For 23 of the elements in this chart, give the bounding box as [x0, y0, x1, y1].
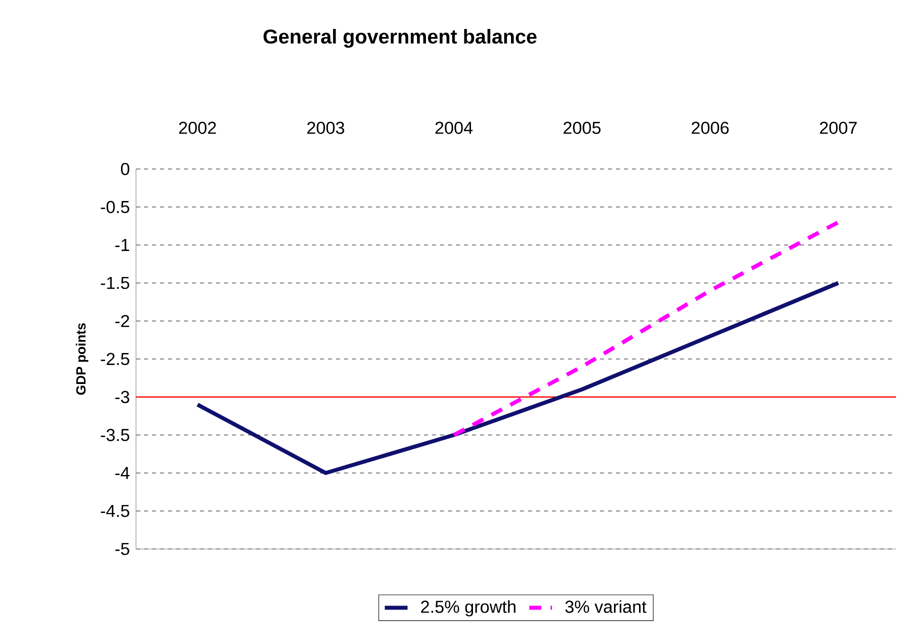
- line-series: [452, 220, 840, 437]
- y-tick-label: -2.5: [100, 352, 130, 366]
- y-tick-label: -3: [115, 390, 130, 404]
- y-tick-label: -5: [115, 542, 130, 556]
- y-tick-label: -4.5: [100, 504, 130, 518]
- x-tick-label: 2002: [179, 122, 216, 134]
- y-tick-label: -4: [115, 467, 130, 479]
- y-tick-label: -1: [115, 239, 130, 251]
- x-tick-label: 2005: [564, 122, 601, 134]
- x-tick-label: 2004: [435, 122, 473, 134]
- y-tick-label: -1.5: [100, 276, 130, 290]
- y-tick-label: -0.5: [100, 200, 130, 214]
- x-tick-label: 2006: [692, 122, 729, 134]
- line-series: [196, 281, 840, 476]
- y-tick-label: -3.5: [100, 428, 130, 442]
- legend-label: 3% variant: [565, 600, 646, 613]
- x-tick-label: 2003: [307, 122, 344, 134]
- y-tick-label: -2: [115, 314, 130, 328]
- y-axis-title: GDP points: [76, 323, 88, 395]
- chart-title: General government balance: [264, 28, 537, 48]
- legend-label: 2.5% growth: [421, 600, 516, 616]
- y-tick-label: 0: [120, 162, 130, 176]
- x-tick-label: 2007: [820, 122, 857, 134]
